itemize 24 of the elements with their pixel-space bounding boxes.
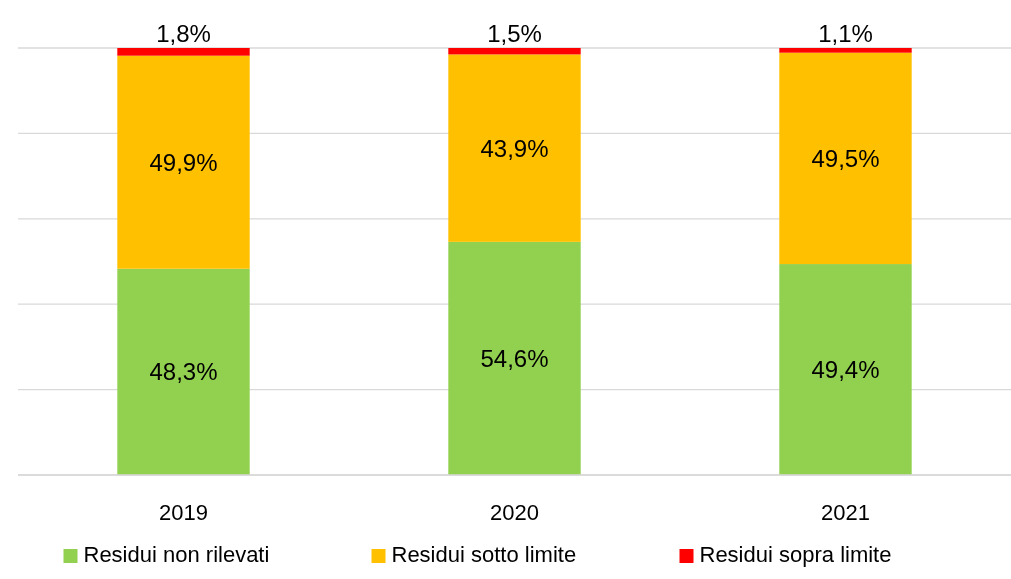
bar: [779, 52, 912, 265]
data-label: 54,6%: [480, 344, 549, 372]
data-label: 49,5%: [811, 144, 880, 172]
data-label: 43,9%: [480, 134, 549, 162]
x-tick-label: 2021: [821, 500, 870, 525]
legend-label: Residui non rilevati: [83, 542, 270, 567]
data-label: 1,8%: [156, 20, 211, 47]
data-label: 1,1%: [818, 20, 873, 47]
x-tick-label: 2020: [490, 500, 539, 525]
bar: [117, 55, 250, 269]
data-label: 49,9%: [149, 148, 218, 176]
bar: [117, 48, 250, 56]
bar: [779, 264, 912, 475]
x-tick-label: 2019: [159, 500, 208, 525]
bar: [448, 48, 581, 55]
data-label: 1,5%: [487, 20, 542, 47]
data-label: 48,3%: [149, 358, 218, 386]
bar: [448, 241, 581, 475]
data-label: 49,4%: [811, 355, 880, 383]
legend-label: Residui sotto limite: [391, 542, 577, 567]
bar: [117, 268, 250, 475]
legend-label: Residui sopra limite: [699, 542, 892, 567]
bar: [448, 54, 581, 242]
bar: [779, 48, 912, 53]
